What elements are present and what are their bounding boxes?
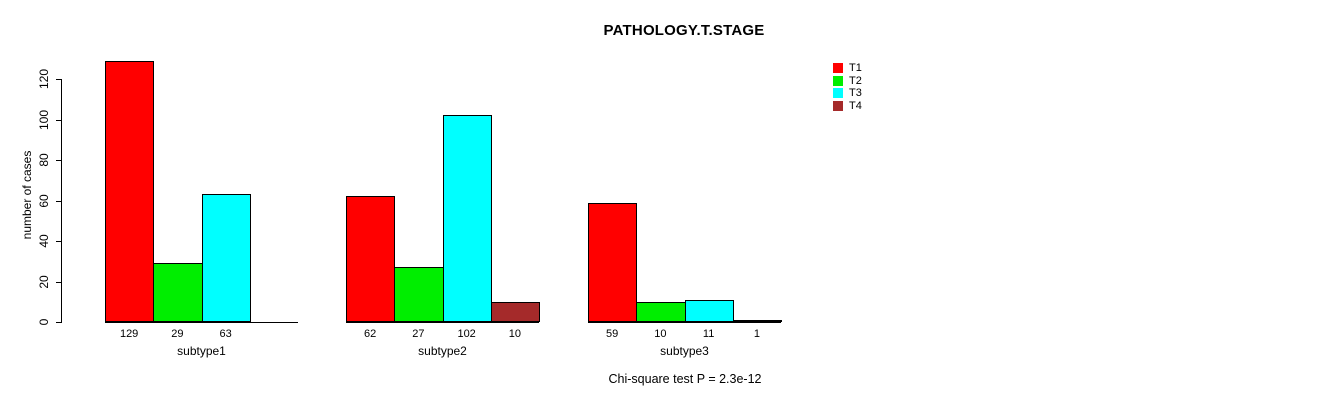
chi-square-annotation: Chi-square test P = 2.3e-12 <box>608 372 762 386</box>
legend-row-t1: T1 <box>833 62 862 74</box>
bar-t3-subtype1 <box>201 194 251 322</box>
y-axis-tick-label: 120 <box>37 68 51 90</box>
legend-swatch-t3 <box>833 88 843 98</box>
y-axis-tick <box>56 322 61 323</box>
legend-swatch-t2 <box>833 75 843 86</box>
bar-t2-subtype1 <box>153 263 203 322</box>
bar-t4-subtype2 <box>490 302 540 322</box>
bar-value-label: 62 <box>364 328 377 340</box>
bar-value-label: 10 <box>508 328 521 340</box>
x-axis-baseline <box>105 322 298 323</box>
category-label-subtype3: subtype3 <box>660 344 709 358</box>
bar-value-label: 29 <box>171 328 184 340</box>
bar-value-label: 27 <box>412 328 425 340</box>
legend-swatch-t4 <box>833 100 843 111</box>
x-axis-baseline <box>346 322 539 323</box>
bar-value-label: 63 <box>219 328 232 340</box>
y-axis-tick <box>56 160 61 161</box>
y-axis-tick <box>56 241 61 242</box>
y-axis-tick <box>56 281 61 283</box>
legend-swatch-t1 <box>833 63 843 73</box>
bar-t3-subtype3 <box>684 300 734 322</box>
bar-value-label: 1 <box>753 328 760 340</box>
y-axis-tick <box>56 200 61 202</box>
y-axis-tick-label: 0 <box>37 318 51 326</box>
legend: T1 T2 T3 T4 <box>833 63 862 113</box>
legend-row-t2: T2 <box>833 74 862 87</box>
bar-value-label: 10 <box>654 328 667 340</box>
legend-row-t4: T4 <box>833 99 862 112</box>
category-label-subtype1: subtype1 <box>177 344 226 358</box>
bar-value-label: 59 <box>606 328 619 340</box>
bar-t2-subtype2 <box>394 267 444 322</box>
y-axis-tick <box>56 79 61 80</box>
bar-t1-subtype2 <box>346 196 396 322</box>
y-axis-tick-label: 20 <box>37 274 51 289</box>
bar-value-label: 102 <box>457 328 476 340</box>
y-axis-tick-label: 40 <box>37 234 51 248</box>
bar-t2-subtype3 <box>636 302 686 322</box>
legend-label-t2: T2 <box>849 74 862 87</box>
legend-row-t3: T3 <box>833 87 862 99</box>
bar-value-label: 129 <box>119 328 139 340</box>
y-axis-tick-label: 80 <box>37 153 51 167</box>
bar-t1-subtype3 <box>588 203 638 322</box>
bar-t3-subtype2 <box>442 115 492 322</box>
x-axis-baseline <box>588 322 781 323</box>
legend-label-t1: T1 <box>849 62 862 74</box>
legend-label-t3: T3 <box>849 87 862 99</box>
bar-t4-subtype3 <box>732 320 782 322</box>
y-axis-label: number of cases <box>20 150 34 240</box>
bar-t1-subtype1 <box>105 61 155 322</box>
category-label-subtype2: subtype2 <box>418 344 467 358</box>
y-axis-tick <box>56 119 61 121</box>
bar-value-label: 11 <box>702 328 715 340</box>
chart-title: PATHOLOGY.T.STAGE <box>603 22 765 39</box>
y-axis-line <box>61 79 62 323</box>
y-axis-tick-label: 60 <box>37 193 51 208</box>
legend-label-t4: T4 <box>849 99 862 112</box>
y-axis-tick-label: 100 <box>37 109 51 130</box>
